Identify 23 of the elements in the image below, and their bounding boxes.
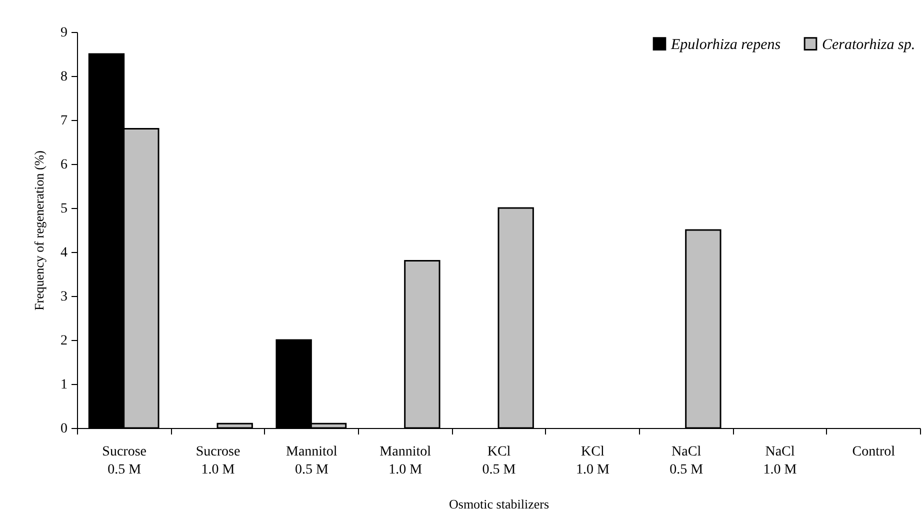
y-tick-label: 2 [60, 334, 68, 348]
y-tick-label: 8 [60, 70, 68, 84]
x-tick-label: Sucrose 1.0 M [196, 444, 240, 478]
x-tick-label: Mannitol 1.0 M [380, 444, 432, 478]
y-tick-label: 7 [60, 114, 68, 128]
y-tick-label: 3 [60, 290, 68, 304]
x-tick-label: NaCl 1.0 M [763, 444, 798, 478]
y-tick-label: 4 [60, 246, 68, 260]
y-tick-label: 6 [60, 158, 68, 172]
legend-label: Epulorhiza repens [670, 36, 781, 53]
x-tick-label: Sucrose 0.5 M [102, 444, 146, 478]
x-tick-label: KCl 1.0 M [576, 444, 610, 478]
x-tick-label: Mannitol 0.5 M [286, 444, 338, 478]
y-tick-label: 9 [60, 26, 68, 40]
x-tick-label: KCl 0.5 M [482, 444, 516, 478]
x-tick-label: Control [852, 444, 896, 460]
legend-label: Ceratorhiza sp. [822, 36, 916, 53]
x-axis-title: Osmotic stabilizers [448, 496, 550, 512]
y-tick-label: 1 [60, 378, 68, 392]
y-tick-label: 5 [60, 202, 68, 216]
x-tick-label: NaCl 0.5 M [670, 444, 704, 478]
y-axis-title: Frequency of regeneration (%) [32, 150, 46, 310]
y-tick-label: 0 [60, 422, 68, 436]
